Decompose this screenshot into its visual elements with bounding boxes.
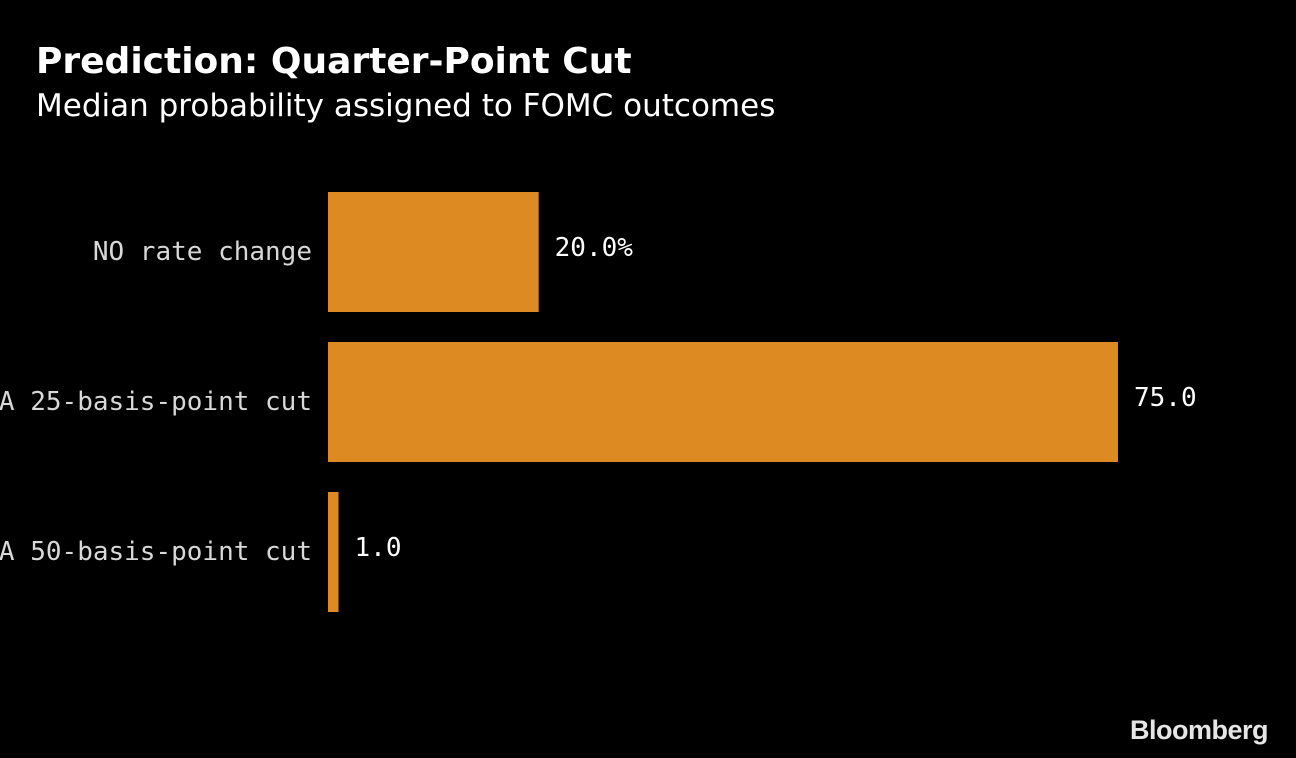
value-label-a-50-basis-point-cut: 1.0 bbox=[355, 533, 402, 563]
category-label-no-rate-change: NO rate change bbox=[93, 237, 312, 267]
category-label-a-25-basis-point-cut: A 25-basis-point cut bbox=[0, 387, 312, 417]
chart-title: Prediction: Quarter-Point Cut bbox=[36, 41, 632, 82]
category-label-a-50-basis-point-cut: A 50-basis-point cut bbox=[0, 537, 312, 567]
bar-no-rate-change bbox=[328, 192, 539, 312]
bloomberg-logo: Bloomberg bbox=[1129, 715, 1269, 745]
bar-a-50-basis-point-cut bbox=[328, 492, 339, 612]
bar-a-25-basis-point-cut bbox=[328, 342, 1118, 462]
value-label-a-25-basis-point-cut: 75.0 bbox=[1134, 383, 1197, 413]
chart-subtitle: Median probability assigned to FOMC outc… bbox=[36, 88, 776, 124]
value-label-no-rate-change: 20.0% bbox=[555, 233, 634, 263]
